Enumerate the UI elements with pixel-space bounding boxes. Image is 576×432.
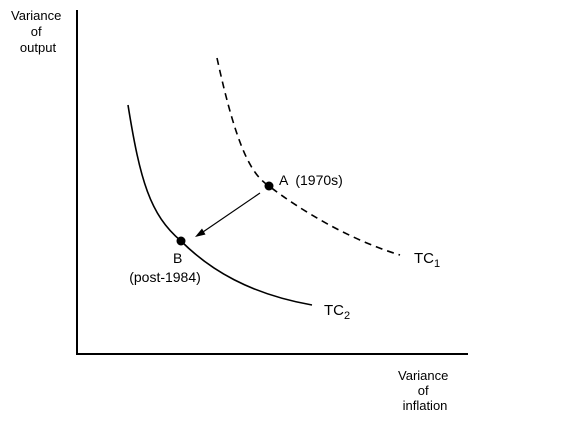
point-b-sublabel: (post-1984) [129,269,201,285]
x-axis-title-line-1: Variance [398,368,448,383]
y-axis-title-line-3: output [20,40,57,55]
tc2-label-subscript: 2 [344,310,350,322]
tc1-label-main: TC [414,250,434,267]
y-axis-title: Variance of output [11,8,65,55]
x-axis-title-line-2: of [418,383,429,398]
x-axis-title-line-3: inflation [403,398,448,413]
tc1-curve [216,57,401,256]
y-axis-title-line-2: of [31,24,42,39]
y-axis-title-line-1: Variance [11,8,61,23]
shift-arrow [199,192,261,235]
shift-arrowhead [195,228,206,237]
point-a [264,181,274,191]
tc2-label: TC2 [324,302,350,322]
x-axis-title: Variance of inflation [398,368,452,413]
point-a-label: A (1970s) [279,172,343,188]
point-b [176,236,186,246]
point-b-label: B [173,250,182,266]
tc2-label-main: TC [324,302,344,319]
tc1-label: TC1 [414,250,440,270]
tc1-label-subscript: 1 [434,258,440,270]
